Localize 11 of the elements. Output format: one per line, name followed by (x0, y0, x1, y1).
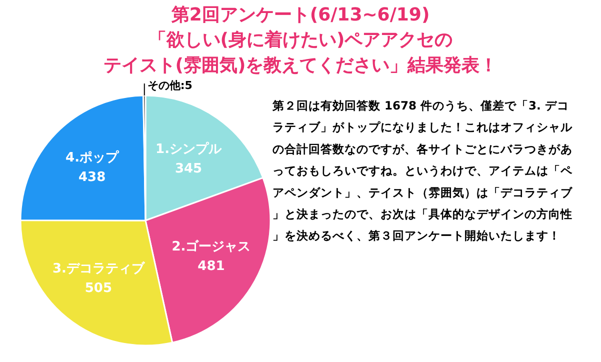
chart-title: 第2回アンケート(6/13~6/19) 「欲しい(身に着けたい)ペアアクセのテイスト(雰囲気)を教えてください」結果発表！ (103, 4, 498, 76)
data-label: 481 (198, 258, 225, 274)
slice-label: 3.デコラティブ (52, 260, 146, 277)
slice-label: その他:5 (147, 79, 192, 92)
text: 第２回は有効回答数 1678 件のうち、僅差で「3. デコラティブ」がトップになりました！これはオフィシャルの合計回答数なのですが、各サイトごとにバラつきがあっておもしろいですね。というわけで、アイテムは「ペアペンダント」、テイスト（雰囲気）は「デコラティブ」と決まったので、お次は「具体的なデザインの方向性」を決めるべく、第３回アンケート開始いたします！ (272, 98, 574, 243)
slice-label: 2.ゴージャス (172, 239, 251, 254)
slice-label: 1.シンプル (156, 140, 223, 157)
data-label: 438 (78, 170, 106, 186)
data-label: 505 (84, 281, 112, 296)
slice-label: 4.ポップ (66, 150, 120, 166)
data-label: 345 (174, 161, 202, 176)
